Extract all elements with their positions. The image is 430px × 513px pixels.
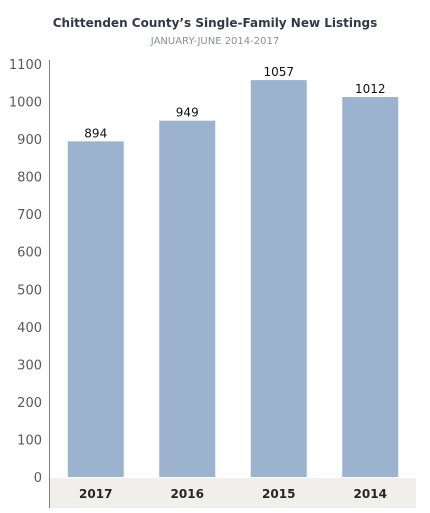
x-axis-band — [50, 478, 416, 508]
bar-2014 — [342, 97, 399, 477]
data-label-2016: 949 — [176, 106, 199, 120]
x-tick-label-2014: 2014 — [354, 487, 387, 501]
bars — [67, 80, 399, 478]
y-tick-label: 1100 — [9, 58, 42, 73]
y-tick-label: 600 — [17, 246, 42, 261]
x-tick-label-2016: 2016 — [171, 487, 204, 501]
y-tick-label: 700 — [17, 208, 42, 223]
x-tick-label-2015: 2015 — [262, 487, 295, 501]
data-label-2017: 894 — [84, 126, 107, 140]
y-tick-label: 300 — [17, 358, 42, 373]
y-tick-label: 800 — [17, 171, 42, 186]
y-tick-label: 0 — [34, 471, 42, 486]
data-label-2015: 1057 — [263, 65, 294, 79]
y-tick-label: 400 — [17, 321, 42, 336]
chart-subtitle: JANUARY-JUNE 2014-2017 — [150, 36, 280, 47]
y-tick-label: 200 — [17, 396, 42, 411]
chart-title: Chittenden County’s Single-Family New Li… — [52, 16, 378, 30]
y-tick-label: 900 — [17, 133, 42, 148]
data-labels: 894 949 1057 1012 — [84, 65, 385, 140]
data-label-2014: 1012 — [355, 82, 386, 96]
x-tick-label-2017: 2017 — [79, 487, 112, 501]
y-axis-ticks: 0 100 200 300 400 500 600 700 800 900 1000 1100 — [9, 58, 42, 486]
bar-2017 — [67, 141, 124, 478]
y-tick-label: 1000 — [9, 96, 42, 111]
bar-2015 — [250, 80, 307, 478]
x-axis-ticks: 2017 2016 2015 2014 — [79, 487, 387, 501]
bar-2016 — [159, 120, 216, 477]
y-tick-label: 100 — [17, 433, 42, 448]
y-tick-label: 500 — [17, 283, 42, 298]
